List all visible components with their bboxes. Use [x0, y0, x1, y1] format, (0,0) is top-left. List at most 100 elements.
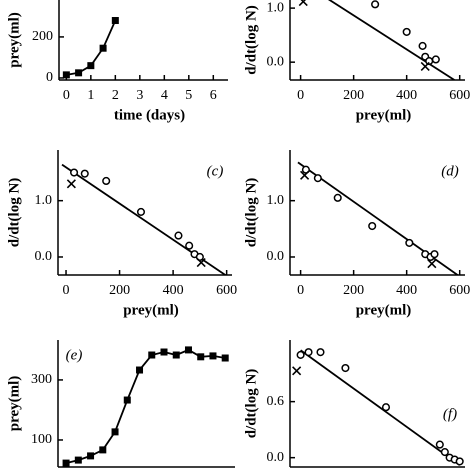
point — [298, 0, 308, 7]
x-tick-label: 3 — [136, 88, 143, 103]
x-tick-label: 200 — [109, 283, 130, 298]
y-tick-label: 300 — [31, 372, 52, 387]
point — [75, 69, 83, 77]
x-tick-label: 600 — [449, 283, 470, 298]
x-tick-label: 0 — [63, 88, 70, 103]
panel-label: (e) — [66, 347, 83, 363]
x-tick-label: 0 — [63, 283, 70, 298]
point — [209, 352, 217, 360]
point — [136, 366, 144, 374]
x-tick-label: 6 — [210, 88, 217, 103]
point — [405, 238, 414, 247]
point — [111, 428, 119, 436]
point — [111, 17, 119, 25]
panel: 0.0 1.0 0 200 400 600 prey(ml) d/dt(log N) (c) — [6, 150, 237, 318]
point — [300, 170, 310, 180]
point — [70, 168, 79, 177]
y-axis-label: d/dt(log N) — [243, 5, 259, 75]
fit-line — [61, 163, 227, 275]
x-tick-label: 1 — [87, 88, 94, 103]
point — [381, 403, 391, 412]
x-tick-label: 600 — [449, 88, 470, 103]
point — [371, 0, 380, 9]
x-tick-label: 400 — [163, 283, 184, 298]
point — [99, 44, 107, 52]
point — [427, 259, 437, 269]
panel-label: (f) — [443, 406, 457, 422]
fit-line — [300, 349, 461, 466]
x-tick-label: 200 — [343, 283, 364, 298]
panel: 0.0 1.0 0 200 400 600 prey(ml) d/dt(log N) (d) — [243, 150, 470, 318]
fit-line — [297, 161, 460, 275]
point — [333, 193, 342, 202]
x-tick-label: 0 — [297, 283, 304, 298]
point — [221, 354, 229, 362]
point — [455, 457, 464, 466]
point — [430, 250, 439, 259]
point — [296, 350, 305, 359]
series-line — [65, 348, 226, 464]
x-tick-label: 600 — [216, 283, 237, 298]
point — [313, 174, 322, 183]
y-tick-label: 0.0 — [267, 450, 285, 465]
point — [341, 363, 350, 373]
plot — [297, 161, 460, 275]
y-tick-label: 100 — [31, 432, 52, 447]
point — [174, 231, 183, 240]
panel-label: (d) — [441, 163, 459, 179]
panel: 0.0 1.0 0 200 400 600 prey(ml) d/dt(log N) — [243, 0, 470, 123]
panel: 0.0 0.6 d/dt(log N) (f) — [243, 340, 465, 468]
point — [62, 459, 70, 467]
x-tick-label: 400 — [396, 88, 417, 103]
point — [160, 348, 168, 356]
point — [431, 55, 440, 64]
point — [66, 179, 76, 189]
point — [184, 346, 192, 354]
y-tick-label: 200 — [32, 29, 53, 44]
y-tick-label: 0.0 — [267, 249, 285, 264]
point — [99, 446, 107, 454]
point — [148, 351, 156, 359]
y-axis-label: prey(ml) — [6, 376, 22, 432]
x-axis-label: prey(ml) — [356, 107, 412, 123]
point — [172, 351, 180, 359]
x-tick-label: 2 — [112, 88, 119, 103]
x-tick-label: 5 — [185, 88, 192, 103]
point — [402, 27, 411, 36]
point — [62, 71, 70, 79]
x-tick-label: 400 — [396, 283, 417, 298]
y-tick-label: 0.6 — [267, 394, 285, 409]
fit-line — [327, 0, 455, 80]
point — [197, 353, 205, 361]
x-tick-label: 0 — [297, 88, 304, 103]
plot — [61, 163, 227, 275]
point — [292, 366, 302, 376]
y-tick-label: 0.0 — [267, 54, 285, 69]
point — [304, 348, 313, 357]
panel-label: (c) — [207, 163, 224, 179]
plot — [300, 349, 461, 466]
point — [80, 169, 89, 178]
point — [87, 62, 95, 70]
point — [440, 448, 449, 457]
y-axis-label: d/dt(log N) — [6, 178, 22, 248]
point — [102, 176, 111, 186]
point — [87, 452, 95, 460]
point — [368, 221, 377, 231]
point — [74, 456, 82, 464]
panel: 0 200 0 1 2 3 4 5 6 time (days) prey(ml) — [6, 0, 228, 123]
point — [418, 41, 427, 50]
y-tick-label: 1.0 — [267, 0, 285, 15]
plot — [65, 348, 226, 464]
y-tick-label: 1.0 — [267, 193, 285, 208]
point — [420, 61, 430, 72]
y-tick-label: 0.0 — [35, 249, 53, 264]
x-axis-label: time (days) — [114, 107, 185, 123]
y-axis-label: d/dt(log N) — [243, 369, 259, 439]
y-tick-label: 0 — [46, 70, 53, 85]
point — [123, 396, 131, 404]
y-axis-label: prey(ml) — [6, 12, 22, 68]
x-tick-label: 200 — [343, 88, 364, 103]
point — [196, 258, 206, 268]
